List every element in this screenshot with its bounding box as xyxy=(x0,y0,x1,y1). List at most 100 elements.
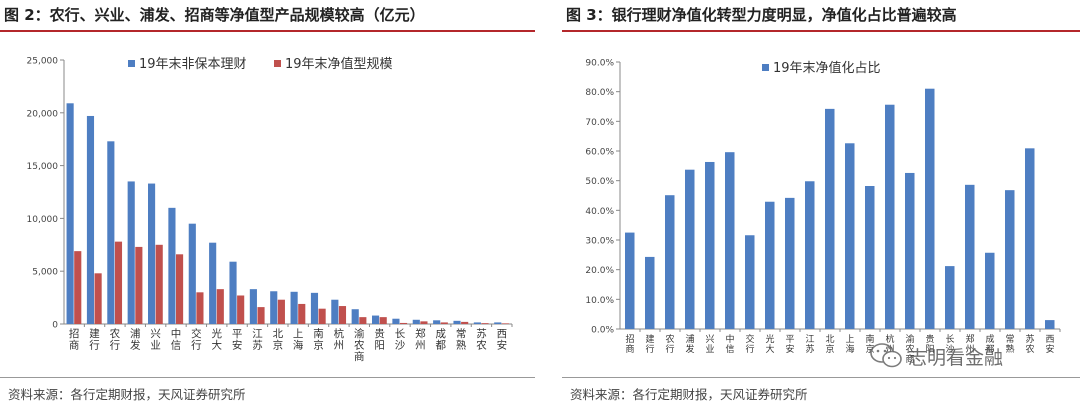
y-tick-label: 15,000 xyxy=(27,162,59,172)
bar-primary xyxy=(86,115,95,324)
x-tick-label: 交行 xyxy=(191,327,202,352)
bar-primary xyxy=(725,152,735,329)
bar-primary xyxy=(310,292,319,324)
bar-secondary xyxy=(440,322,448,324)
y-tick-label: 20,000 xyxy=(27,109,59,119)
figure-title: 图 3：银行理财净值化转型力度明显，净值化占比普遍较高 xyxy=(566,6,957,24)
bar-chart-nav-ratio: 0.0% 10.0% 20.0% 30.0% 40.0% 50.0% 60.0% 70.0% 8… xyxy=(585,59,1061,365)
source-note: 资料来源：各行定期财报，天风证券研究所 xyxy=(570,387,808,402)
x-tick-label: 杭州 xyxy=(334,327,345,352)
bar-primary xyxy=(945,266,955,329)
x-tick-label: 浦发 xyxy=(685,333,694,355)
bar-primary xyxy=(249,289,257,324)
bar-secondary xyxy=(420,321,428,324)
bar-primary xyxy=(453,320,461,324)
footer-divider xyxy=(562,377,1080,378)
legend-swatch xyxy=(128,60,135,67)
x-tick-label: 长沙 xyxy=(395,328,406,352)
x-tick-label: 成都 xyxy=(985,333,994,355)
x-tick-label: 渝农商 xyxy=(905,333,914,365)
bar-secondary xyxy=(114,241,123,324)
bar-primary xyxy=(965,184,975,329)
y-tick-label: 20.0% xyxy=(585,266,614,276)
bar-secondary xyxy=(379,317,387,324)
x-tick-label: 招商 xyxy=(625,333,634,355)
bar-primary xyxy=(1005,190,1015,329)
y-tick-label: 0 xyxy=(52,321,58,331)
x-tick-label: 北京 xyxy=(273,328,284,352)
bar-primary xyxy=(351,309,359,324)
x-tick-label: 兴业 xyxy=(150,328,161,352)
bar-secondary xyxy=(501,323,509,324)
x-tick-label: 平安 xyxy=(785,334,794,355)
x-tick-label: 农行 xyxy=(110,327,121,352)
x-tick-label: 苏农 xyxy=(476,327,487,352)
legend-label: 19年末净值型规模 xyxy=(285,56,393,72)
x-tick-label: 江苏 xyxy=(252,328,263,352)
x-tick-label: 郑州 xyxy=(965,333,974,355)
x-tick-label: 西安 xyxy=(1045,334,1054,355)
bar-secondary xyxy=(94,273,102,324)
bar-primary xyxy=(705,161,715,329)
bar-primary xyxy=(412,319,420,324)
x-tick-label: 常熟 xyxy=(1005,333,1014,355)
x-tick-label: 招商 xyxy=(69,327,80,352)
bar-secondary xyxy=(155,244,163,324)
x-tick-label: 中信 xyxy=(725,333,734,355)
y-tick-label: 90.0% xyxy=(585,59,614,69)
bar-primary xyxy=(188,223,196,324)
x-tick-label: 西安 xyxy=(497,328,508,352)
x-tick-label: 江苏 xyxy=(805,334,814,355)
bar-secondary xyxy=(338,306,347,324)
y-tick-label: 80.0% xyxy=(585,88,614,98)
x-tick-label: 长沙 xyxy=(945,333,954,355)
x-tick-label: 郑州 xyxy=(415,327,426,352)
y-tick-label: 25,000 xyxy=(27,57,59,67)
bar-secondary xyxy=(176,254,184,324)
y-tick-label: 40.0% xyxy=(585,207,614,217)
bar-primary xyxy=(645,256,655,329)
x-tick-label: 苏农 xyxy=(1025,333,1034,355)
x-tick-label: 渝农商 xyxy=(354,327,365,363)
bar-primary xyxy=(229,261,237,324)
bar-primary xyxy=(331,299,339,324)
bar-primary xyxy=(494,322,502,324)
y-tick-label: 60.0% xyxy=(585,148,614,158)
bar-secondary xyxy=(461,321,469,324)
watermark-text: 志明看金融 xyxy=(908,347,1003,369)
bar-secondary xyxy=(298,303,306,324)
bar-primary xyxy=(127,181,135,324)
x-tick-label: 北京 xyxy=(825,334,834,355)
bar-primary xyxy=(785,197,795,329)
wechat-icon xyxy=(870,343,902,368)
bar-secondary xyxy=(135,246,143,324)
x-tick-label: 常熟 xyxy=(456,327,467,352)
bar-secondary xyxy=(237,295,245,324)
x-tick-label: 南京 xyxy=(865,333,874,355)
bar-primary xyxy=(270,291,278,324)
y-tick-label: 70.0% xyxy=(585,118,614,128)
x-tick-label: 贵阳 xyxy=(374,327,385,352)
bar-primary xyxy=(905,172,915,329)
figure-3-panel: 图 3：银行理财净值化转型力度明显，净值化占比普遍较高 0.0% 10.0% 20.… xyxy=(562,0,1080,405)
x-tick-label: 兴业 xyxy=(705,334,714,355)
bar-primary xyxy=(845,143,855,329)
y-tick-label: 10.0% xyxy=(585,296,614,306)
bar-primary xyxy=(1025,148,1035,329)
y-tick-label: 30.0% xyxy=(585,237,614,247)
bar-secondary xyxy=(400,322,408,324)
bar-primary xyxy=(433,320,441,324)
bar-primary xyxy=(168,207,176,324)
footer-divider xyxy=(0,377,535,378)
bar-primary xyxy=(209,242,217,324)
bar-primary xyxy=(372,315,380,324)
bar-primary xyxy=(148,183,156,324)
bar-primary xyxy=(885,104,895,329)
bar-primary xyxy=(625,232,635,329)
y-tick-label: 5,000 xyxy=(32,268,58,278)
legend-label: 19年末非保本理财 xyxy=(139,57,247,72)
bar-primary xyxy=(925,88,935,329)
bar-primary xyxy=(985,252,995,329)
y-tick-label: 50.0% xyxy=(585,177,614,187)
bar-primary xyxy=(473,322,481,324)
